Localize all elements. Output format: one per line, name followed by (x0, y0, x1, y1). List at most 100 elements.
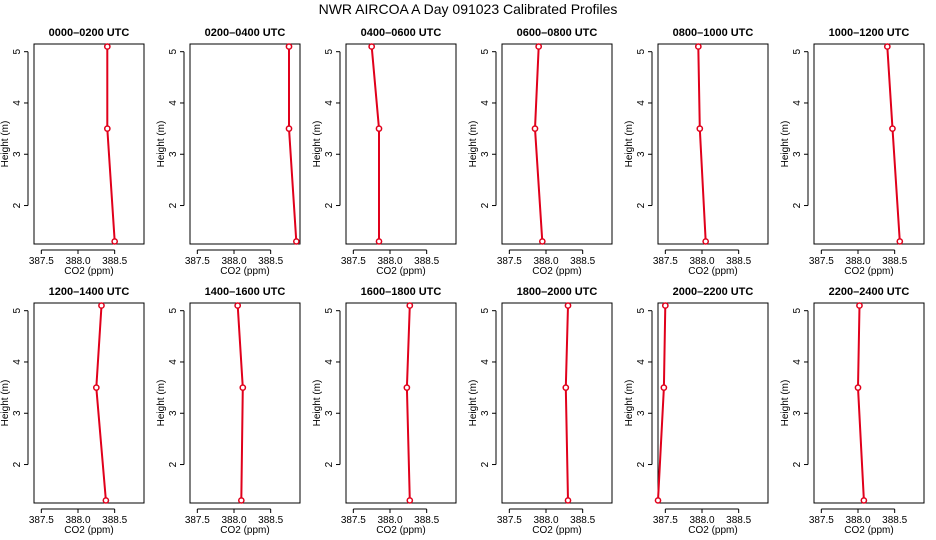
y-tick-label: 3 (12, 151, 23, 157)
x-tick-label: 388.5 (882, 256, 907, 267)
x-tick-label: 388.0 (65, 515, 90, 526)
data-point (111, 238, 119, 245)
x-axis-label: CO2 (ppm) (532, 266, 581, 277)
y-tick-label: 2 (636, 461, 647, 467)
y-axis-label: Height (m) (156, 380, 167, 427)
data-point (694, 43, 702, 50)
profile-line (106, 46, 116, 242)
x-tick-label: 388.0 (689, 515, 714, 526)
y-tick-label: 3 (792, 151, 803, 157)
x-tick-label: 387.5 (809, 256, 834, 267)
y-tick-label: 3 (324, 151, 335, 157)
x-axis-label: CO2 (ppm) (688, 525, 737, 536)
data-point (660, 384, 668, 391)
data-point (285, 125, 293, 132)
y-tick-label: 4 (636, 359, 647, 365)
y-axis-label: Height (m) (780, 121, 791, 168)
y-axis-label: Height (m) (468, 121, 479, 168)
panel-title: 1000–1200 UTC (829, 27, 910, 39)
plot-frame (657, 302, 769, 504)
x-tick-label: 388.0 (533, 256, 558, 267)
data-point (696, 125, 704, 132)
y-tick-label: 4 (12, 100, 23, 106)
data-point (854, 384, 862, 391)
panel-title: 0000–0200 UTC (49, 27, 130, 39)
x-tick-label: 387.5 (185, 515, 210, 526)
x-tick-label: 387.5 (341, 256, 366, 267)
x-tick-label: 388.5 (414, 515, 439, 526)
x-tick-label: 388.5 (882, 515, 907, 526)
x-tick-label: 388.0 (845, 515, 870, 526)
data-point (375, 238, 383, 245)
x-tick-label: 387.5 (653, 515, 678, 526)
y-tick-label: 2 (168, 202, 179, 208)
plot-frame (813, 43, 925, 245)
y-tick-label: 5 (168, 307, 179, 313)
y-tick-label: 5 (636, 307, 647, 313)
y-tick-label: 2 (324, 461, 335, 467)
panel-title: 1800–2000 UTC (517, 286, 598, 298)
profile-line (886, 46, 901, 242)
y-axis-label: Height (m) (468, 380, 479, 427)
plot-frame (189, 302, 301, 504)
data-point (92, 384, 100, 391)
figure-title: NWR AIRCOA A Day 091023 Calibrated Profi… (319, 1, 618, 17)
y-axis-label: Height (m) (624, 380, 635, 427)
y-tick-label: 3 (12, 410, 23, 416)
x-tick-label: 387.5 (497, 515, 522, 526)
data-point (564, 497, 572, 504)
data-point (406, 497, 414, 504)
y-tick-label: 2 (480, 461, 491, 467)
y-axis-label: Height (m) (780, 380, 791, 427)
data-point (702, 238, 710, 245)
profile-line (405, 305, 411, 501)
profile-line (657, 305, 667, 501)
data-point (237, 497, 245, 504)
y-tick-label: 4 (168, 100, 179, 106)
y-tick-label: 3 (168, 151, 179, 157)
x-tick-label: 387.5 (29, 515, 54, 526)
data-point (375, 125, 383, 132)
x-tick-label: 388.0 (689, 256, 714, 267)
y-tick-label: 5 (636, 48, 647, 54)
plot-frame (33, 302, 145, 504)
data-point (234, 302, 242, 309)
panel-title: 2200–2400 UTC (829, 286, 910, 298)
y-tick-label: 2 (12, 202, 23, 208)
profile-line (856, 305, 865, 501)
x-axis-label: CO2 (ppm) (220, 266, 269, 277)
data-point (368, 43, 376, 50)
data-point (403, 384, 411, 391)
y-tick-label: 2 (168, 461, 179, 467)
y-tick-label: 5 (12, 48, 23, 54)
panel-title: 0200–0400 UTC (205, 27, 286, 39)
x-tick-label: 388.5 (726, 515, 751, 526)
data-point (531, 125, 539, 132)
y-tick-label: 2 (12, 461, 23, 467)
x-axis-label: CO2 (ppm) (64, 525, 113, 536)
data-point (285, 43, 293, 50)
x-tick-label: 387.5 (653, 256, 678, 267)
plot-frame (33, 43, 145, 245)
y-axis-label: Height (m) (312, 121, 323, 168)
x-axis-label: CO2 (ppm) (64, 266, 113, 277)
x-tick-label: 387.5 (341, 515, 366, 526)
data-point (896, 238, 904, 245)
plot-frame (189, 43, 301, 245)
y-tick-label: 3 (480, 151, 491, 157)
y-tick-label: 4 (636, 100, 647, 106)
data-point (102, 497, 110, 504)
data-point (103, 125, 111, 132)
y-tick-label: 3 (636, 410, 647, 416)
data-point (103, 43, 111, 50)
x-axis-label: CO2 (ppm) (844, 525, 893, 536)
y-tick-label: 3 (792, 410, 803, 416)
